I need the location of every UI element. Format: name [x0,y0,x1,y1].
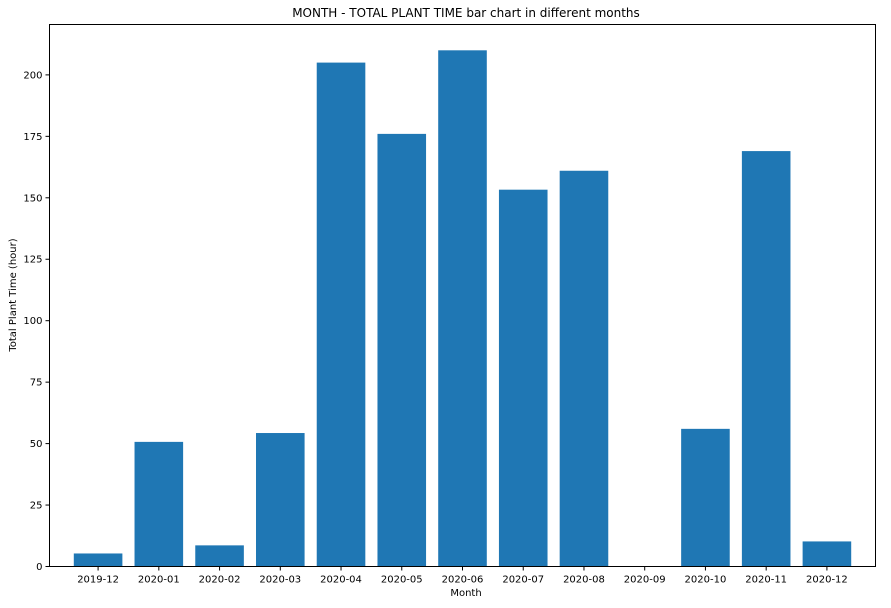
y-tick-label-0: 0 [36,562,42,573]
bar-2020-01 [134,441,184,567]
x-tick-label-2020-05: 2020-05 [381,575,423,586]
y-tick-label-75: 75 [30,378,43,389]
x-tick-label-2020-12: 2020-12 [806,575,848,586]
bar-2020-11 [741,151,791,567]
bar-2020-02 [195,545,244,567]
y-tick-label-200: 200 [23,70,42,81]
bar-2020-05 [377,133,427,567]
chart-title: MONTH - TOTAL PLANT TIME bar chart in di… [292,6,640,20]
y-tick-label-150: 150 [23,193,42,204]
bar-2020-10 [681,428,730,567]
x-tick-label-2020-10: 2020-10 [685,575,727,586]
x-tick-label-2020-01: 2020-01 [138,575,180,586]
x-tick-label-2020-03: 2020-03 [259,575,301,586]
x-tick-label-2020-04: 2020-04 [320,575,362,586]
x-tick-label-2020-06: 2020-06 [442,575,484,586]
bar-2020-07 [498,189,548,567]
x-tick-label-2020-11: 2020-11 [745,575,787,586]
x-tick-label-2019-12: 2019-12 [77,575,119,586]
x-tick-label-2020-09: 2020-09 [624,575,666,586]
bar-2020-04 [316,62,366,567]
y-axis-label: Total Plant Time (hour) [8,238,19,352]
axes-layer: 2019-12 2020-01 2020-02 2020-03 2020-04 2020-… [23,24,876,586]
y-tick-label-50: 50 [30,439,43,450]
x-axis-label: Month [450,588,481,599]
bar-2020-08 [559,170,609,567]
bars-layer [73,50,852,567]
y-tick-label-100: 100 [23,316,42,327]
x-tick-label-2020-07: 2020-07 [502,575,544,586]
x-tick-label-2020-02: 2020-02 [199,575,241,586]
y-tick-label-175: 175 [23,132,42,143]
y-tick-label-125: 125 [23,255,42,266]
bar-2020-06 [438,50,487,567]
y-tick-label-25: 25 [30,501,43,512]
x-tick-label-2020-08: 2020-08 [563,575,605,586]
bar-2020-12 [802,541,852,567]
bar-2019-12 [73,553,123,567]
bar-2020-03 [256,433,305,567]
